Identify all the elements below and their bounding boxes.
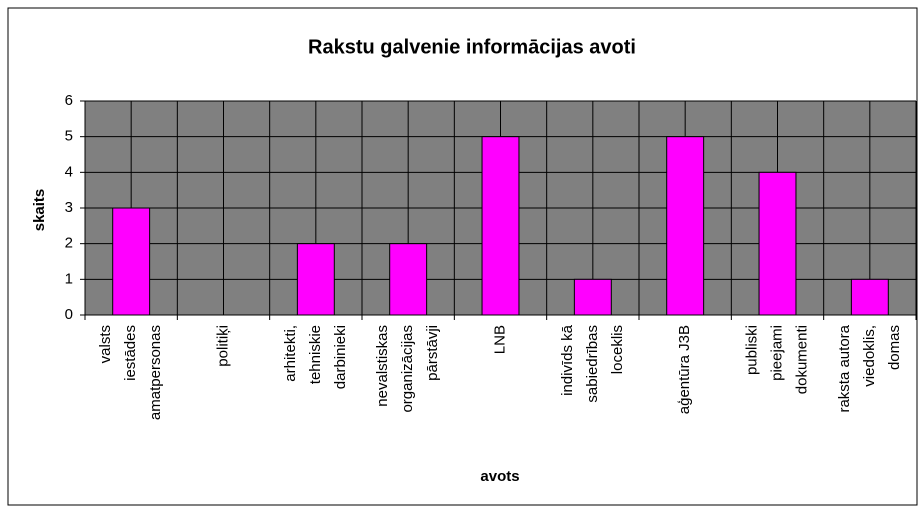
x-tick-label: iestādes — [122, 325, 139, 381]
x-tick-label: arhitekti, — [282, 325, 299, 382]
x-axis-label: avots — [480, 468, 519, 485]
bar — [389, 243, 428, 316]
bar — [573, 278, 612, 316]
x-tick-label: dokumenti — [793, 325, 810, 394]
chart-title: Rakstu galvenie informācijas avoti — [308, 36, 636, 58]
bar — [481, 136, 520, 316]
y-tick-label: 1 — [65, 270, 73, 287]
y-tick-label: 6 — [65, 92, 73, 109]
bar — [666, 136, 705, 316]
x-tick-label: domas — [886, 325, 903, 370]
x-tick-label: aģentūra J3B — [676, 325, 693, 414]
x-tick-label: tehniskie — [307, 325, 324, 384]
x-tick-label: publiski — [743, 325, 760, 375]
x-tick-label: valsts — [97, 325, 114, 363]
x-tick-label: amatpersonas — [147, 325, 164, 420]
x-tick-label: sabiedrības — [584, 325, 601, 403]
y-axis-label: skaits — [31, 189, 48, 232]
y-tick-label: 0 — [65, 306, 73, 323]
x-tick-label: viedoklis, — [861, 325, 878, 387]
bar — [758, 171, 797, 316]
y-tick-label: 2 — [65, 235, 73, 252]
bar — [296, 243, 335, 316]
x-tick-label: darbinieki — [332, 325, 349, 389]
x-tick-label: organizācijas — [399, 325, 416, 413]
x-tick-label: nevalstiskas — [374, 325, 391, 407]
bar — [112, 207, 151, 316]
x-tick-label: raksta autora — [836, 324, 853, 412]
x-tick-label: indivīds kā — [559, 324, 576, 396]
bar — [850, 278, 889, 316]
y-tick-label: 5 — [65, 128, 73, 145]
x-tick-label: pārstāvji — [424, 325, 441, 381]
x-tick-label: LNB — [491, 325, 508, 354]
x-tick-label: politiķi — [214, 325, 231, 367]
y-tick-label: 4 — [65, 163, 73, 180]
y-tick-label: 3 — [65, 199, 73, 216]
x-tick-label: pieejami — [768, 325, 785, 381]
x-tick-label: loceklis — [609, 325, 626, 374]
